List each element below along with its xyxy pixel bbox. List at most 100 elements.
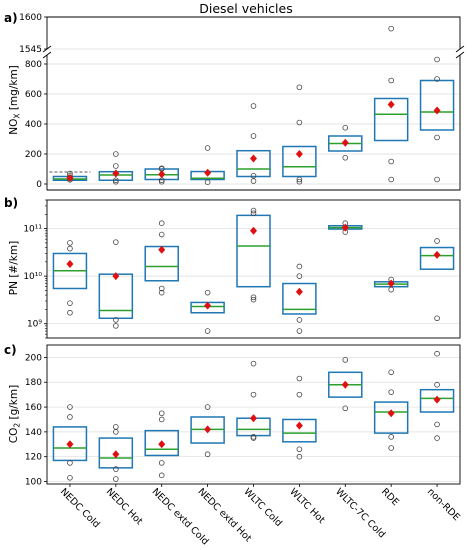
panel-c-outlier-point — [67, 460, 73, 466]
panel-a-tick-label: 0 — [36, 180, 42, 190]
category-label: non-RDE — [425, 486, 462, 523]
panel-c-outlier-point — [113, 476, 119, 482]
panel-a-mean-marker — [204, 168, 212, 177]
panel-a-outlier-point — [388, 25, 394, 32]
panel-c-outlier-point — [388, 389, 394, 395]
axis-break-mark — [455, 51, 465, 59]
panel-b-outlier-point — [67, 245, 73, 252]
panel-a-mean-marker — [387, 100, 395, 109]
panel-b-outlier-point — [250, 207, 257, 214]
category-label: NEDC Hot — [104, 486, 145, 527]
panel-b-box — [98, 273, 134, 320]
panel-a-outlier-point — [113, 163, 119, 169]
panel-a-outlier-point — [113, 151, 119, 157]
panel-b-mean-marker — [341, 223, 349, 232]
panel-a-outlier-point — [158, 178, 165, 185]
figure-title: Diesel vehicles — [199, 1, 292, 16]
panel-c-mean-marker — [250, 414, 257, 423]
panel-a-outlier-point — [434, 56, 440, 63]
panel-b-outlier-point — [296, 273, 303, 279]
panel-a-outlier-point — [113, 177, 119, 184]
category-label: NEDC Cold — [58, 486, 102, 530]
axis-break-mark — [42, 51, 52, 59]
panel-a-outlier-point — [342, 154, 349, 161]
panel-a-upper-tick-label: 1600 — [19, 13, 42, 23]
panel-a-lower-frame — [46, 55, 461, 191]
panel-c-box — [98, 437, 134, 469]
panel-c-tick-label: 180 — [25, 378, 42, 388]
panel-a-label: a) — [4, 11, 18, 25]
category-label: RDE — [379, 486, 401, 508]
panel-b-mean-marker — [112, 272, 120, 281]
panel-b-outlier-point — [250, 296, 257, 303]
panel-b-box — [419, 246, 455, 270]
panel-a-outlier-point — [342, 124, 349, 131]
panel-c-outlier-point — [250, 434, 257, 440]
panel-c-outlier-point — [250, 360, 257, 367]
panel-a-tick-label: 800 — [25, 60, 42, 70]
panel-c-mean-marker — [387, 409, 395, 418]
panel-a-outlier-point — [204, 179, 211, 186]
panel-c-box — [373, 401, 409, 434]
panel-b-outlier-point — [434, 315, 440, 322]
panel-a-outlier-point — [296, 119, 303, 126]
panel-a-box — [236, 149, 271, 178]
panel-b-outlier-point — [158, 285, 165, 292]
panel-a-tick-label: 600 — [25, 90, 42, 100]
panel-c-outlier-point — [388, 445, 394, 451]
panel-a-outlier-point — [434, 176, 440, 183]
category-label: WLTC-7C Cold — [333, 486, 387, 540]
panel-c-outlier-point — [342, 405, 349, 412]
panel-a-outlier-point — [250, 103, 257, 109]
axis-break-mark — [42, 45, 52, 53]
panel-b-tick-label: 10⁹ — [27, 320, 42, 330]
panel-c-tick-label: 200 — [25, 353, 42, 363]
panel-a-mean-marker — [112, 169, 120, 178]
panel-b-outlier-point — [113, 239, 119, 245]
panel-b-tick-label: 10¹⁰ — [23, 272, 42, 282]
panel-c-outlier-point — [388, 434, 394, 440]
panel-b-outlier-point — [158, 231, 165, 238]
panel-a-upper-tick-label: 1545 — [19, 45, 42, 55]
panel-c-outlier-point — [250, 391, 257, 398]
panel-a-mean-marker — [433, 106, 441, 115]
panel-c-outlier-point — [296, 375, 303, 382]
panel-b-outlier-point — [434, 238, 440, 244]
panel-a-mean-marker — [250, 154, 257, 163]
panel-b-outlier-point — [204, 328, 211, 334]
panel-c-outlier-point — [67, 474, 73, 481]
panel-c-outlier-point — [296, 446, 303, 453]
panel-a-outlier-point — [296, 176, 303, 183]
panel-b-mean-marker — [433, 250, 441, 259]
panel-a-outlier-point — [296, 84, 303, 91]
panel-c-outlier-point — [434, 381, 440, 388]
panel-c-tick-label: 120 — [25, 453, 42, 463]
panel-b-ylabel: PN [#/km] — [8, 241, 20, 295]
panel-a-mean-marker — [66, 174, 74, 182]
panel-c-outlier-point — [67, 414, 73, 420]
panel-a-box — [282, 145, 317, 178]
panel-b-mean-marker — [66, 260, 74, 269]
panel-a-box — [419, 79, 455, 131]
panel-b-label: b) — [4, 196, 18, 210]
panel-b-outlier-point — [113, 317, 119, 323]
panel-c-outlier-point — [204, 451, 211, 458]
panel-c-box — [282, 418, 317, 443]
panel-b-outlier-point — [158, 220, 165, 227]
panel-a-upper-frame — [46, 16, 461, 49]
panel-c-outlier-point — [434, 350, 440, 357]
panel-b-mean-marker — [204, 301, 212, 310]
panel-b-outlier-point — [204, 289, 211, 296]
category-label: WLTC Hot — [287, 486, 327, 526]
panel-c-mean-marker — [204, 425, 212, 434]
panel-b-frame — [46, 199, 461, 339]
panel-b-outlier-point — [158, 289, 165, 296]
panel-a-outlier-point — [388, 158, 394, 165]
panel-a-outlier-point — [296, 178, 303, 185]
panel-c-outlier-point — [67, 404, 73, 410]
panel-c-outlier-point — [113, 424, 119, 430]
panel-c-mean-marker — [112, 450, 120, 459]
panel-b-outlier-point — [67, 240, 73, 246]
panel-c-mean-marker — [295, 421, 303, 430]
